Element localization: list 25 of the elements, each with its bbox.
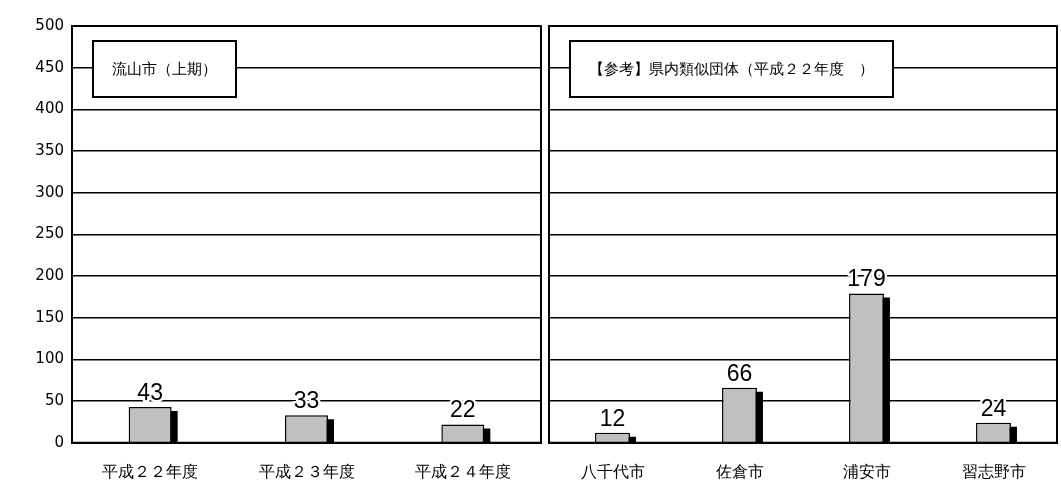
y-tick-label: 450 xyxy=(35,57,64,76)
y-tick-label: 400 xyxy=(35,99,64,118)
data-label: 22 xyxy=(450,396,476,423)
x-tick-label: 平成２４年度 xyxy=(414,461,511,481)
title-frame: 【参考】県内類似団体（平成２２年度 ） xyxy=(569,40,894,98)
y-tick-label: 100 xyxy=(35,349,64,368)
y-tick-label: 150 xyxy=(35,307,64,326)
data-label: 12 xyxy=(599,404,626,431)
y-tick-label: 250 xyxy=(35,224,64,243)
x-tick-label: 平成２２年度 xyxy=(102,461,199,481)
data-label: 24 xyxy=(980,394,1007,421)
x-tick-label: 浦安市 xyxy=(842,461,891,481)
x-tick-label: 佐倉市 xyxy=(715,461,764,481)
x-tick-label: 習志野市 xyxy=(961,461,1026,481)
y-tick-label: 500 xyxy=(35,15,64,34)
y-tick-label: 300 xyxy=(35,182,64,201)
y-tick-label: 0 xyxy=(54,432,64,451)
x-tick-label: 八千代市 xyxy=(580,461,645,481)
title-frame: 流山市（上期） xyxy=(92,40,237,98)
y-tick-label: 200 xyxy=(35,265,64,284)
data-label: 43 xyxy=(137,378,163,405)
data-label: 66 xyxy=(726,359,753,386)
x-tick-label: 平成２３年度 xyxy=(258,461,355,481)
y-tick-label: 50 xyxy=(44,391,64,410)
y-tick-label: 350 xyxy=(35,140,64,159)
